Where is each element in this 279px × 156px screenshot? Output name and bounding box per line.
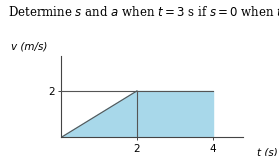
Text: v (m/s): v (m/s)	[11, 41, 47, 51]
Polygon shape	[61, 91, 137, 137]
Text: t (s): t (s)	[257, 147, 278, 156]
Text: Determine $s$ and $a$ when $t = 3$ s if $s = 0$ when $t = 0$.: Determine $s$ and $a$ when $t = 3$ s if …	[8, 5, 279, 19]
Polygon shape	[137, 91, 213, 137]
